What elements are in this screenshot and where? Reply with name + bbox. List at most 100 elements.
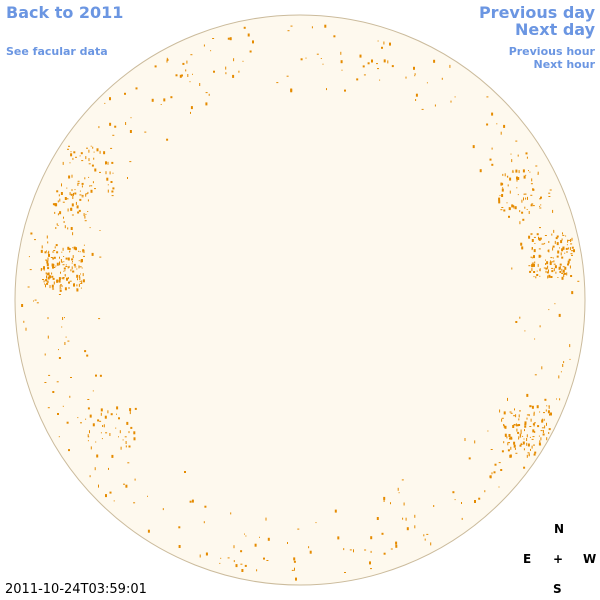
facula: [520, 434, 522, 438]
facula: [464, 438, 466, 441]
facula: [556, 242, 559, 246]
facula: [213, 70, 215, 73]
facula: [232, 74, 235, 78]
facula: [247, 33, 250, 37]
facula: [501, 188, 504, 192]
facula: [549, 189, 552, 191]
facula: [190, 54, 193, 56]
facula: [51, 263, 54, 267]
facula: [558, 313, 561, 317]
facula: [561, 248, 564, 252]
facula: [533, 249, 536, 253]
facula: [537, 425, 540, 428]
facula: [533, 444, 535, 446]
facula: [290, 88, 293, 92]
facula: [61, 285, 63, 288]
facula: [107, 161, 109, 165]
facula: [166, 59, 168, 63]
facula: [46, 275, 47, 279]
facula: [530, 183, 533, 185]
facula: [315, 522, 317, 524]
facula: [503, 424, 505, 426]
facula: [489, 475, 492, 479]
facula: [531, 445, 533, 449]
facula: [540, 255, 542, 257]
next-day-link[interactable]: Next day: [515, 20, 595, 39]
facula: [50, 257, 53, 258]
facula: [552, 245, 555, 248]
facula: [95, 374, 97, 377]
facula: [340, 60, 343, 64]
facula: [503, 441, 505, 444]
facula: [47, 272, 50, 276]
previous-hour-link[interactable]: Previous hour: [508, 45, 595, 58]
facula: [109, 97, 111, 100]
facula: [98, 318, 101, 320]
facula: [94, 188, 96, 190]
facula: [76, 288, 78, 290]
facula: [532, 436, 535, 438]
facula: [341, 69, 343, 71]
facula: [534, 243, 536, 244]
facula: [92, 181, 94, 184]
facula: [517, 194, 519, 196]
facula: [105, 171, 107, 175]
facula: [47, 317, 49, 320]
facula: [421, 108, 424, 110]
next-hour-link[interactable]: Next hour: [533, 58, 596, 71]
previous-day-link[interactable]: Previous day: [478, 3, 595, 22]
back-link[interactable]: Back to 2011: [6, 3, 124, 22]
facula: [66, 277, 68, 281]
facula: [533, 263, 535, 267]
facula: [569, 344, 571, 348]
facula: [205, 552, 208, 556]
facula: [109, 433, 111, 436]
facula: [104, 102, 106, 104]
facula: [80, 283, 83, 284]
facula: [513, 205, 515, 209]
facula: [507, 397, 508, 401]
facula: [25, 327, 27, 331]
facula: [401, 479, 404, 481]
solar-disk: [14, 14, 586, 586]
facula: [241, 569, 244, 572]
facula: [524, 423, 527, 426]
facula: [64, 197, 67, 200]
facula: [498, 462, 501, 464]
facula: [167, 58, 169, 61]
facula: [568, 258, 571, 261]
facula: [64, 317, 65, 319]
facula: [316, 53, 319, 55]
facula: [192, 73, 193, 75]
facula: [474, 440, 476, 444]
facula: [125, 484, 128, 488]
facula: [519, 444, 522, 447]
facula: [92, 146, 94, 149]
facula: [501, 417, 504, 419]
facula: [514, 447, 516, 450]
facula: [56, 279, 58, 282]
facula: [75, 201, 77, 205]
facula: [238, 70, 240, 73]
facula: [199, 554, 201, 558]
facula: [107, 189, 109, 193]
facula: [79, 155, 81, 157]
facula: [570, 275, 573, 277]
facula: [548, 309, 550, 311]
facula: [562, 232, 563, 235]
facula: [90, 145, 92, 147]
facula: [76, 288, 79, 292]
facula: [46, 282, 49, 285]
facular-link[interactable]: See facular data: [6, 45, 108, 58]
facula: [68, 281, 70, 284]
facula: [369, 561, 371, 565]
facula: [569, 358, 571, 360]
facula: [199, 83, 201, 86]
facula: [523, 197, 524, 201]
facula: [524, 425, 527, 428]
facula: [390, 548, 393, 550]
facula: [79, 198, 82, 201]
facula: [95, 441, 97, 443]
facula: [529, 405, 532, 407]
facula: [62, 264, 65, 266]
